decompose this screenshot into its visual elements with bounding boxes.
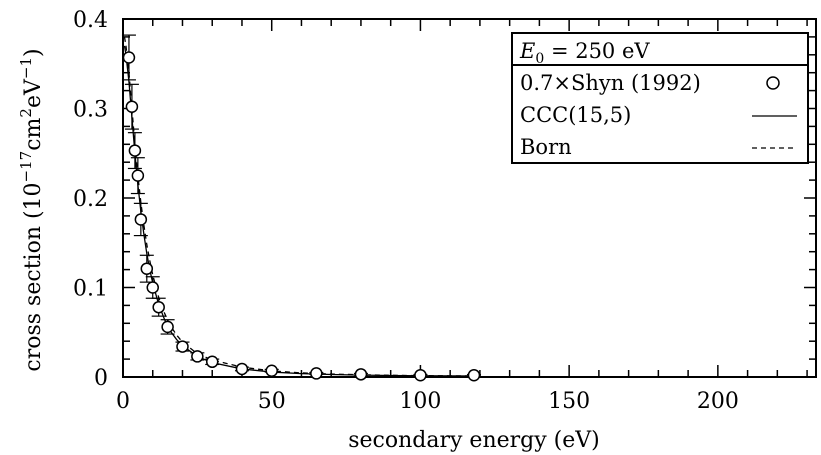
data-point xyxy=(175,340,190,353)
data-point xyxy=(133,202,148,237)
y-axis-label-exp1: −17 xyxy=(17,151,35,183)
data-marker xyxy=(125,100,139,113)
data-marker xyxy=(161,320,174,334)
data-point xyxy=(130,157,145,195)
series-points xyxy=(121,34,481,382)
y-tick-label: 0.1 xyxy=(73,277,108,302)
x-tick-labels: 0 50 100 150 200 xyxy=(116,389,739,414)
x-axis-label: secondary energy (eV) xyxy=(348,428,600,453)
data-marker xyxy=(467,368,481,382)
data-point xyxy=(309,367,324,380)
y-axis-label-part1: cross section (10 xyxy=(21,182,46,371)
y-axis-label-exp3: −1 xyxy=(17,57,35,79)
data-marker xyxy=(122,51,136,64)
series-line-born xyxy=(123,36,474,377)
x-tick-label: 150 xyxy=(548,389,590,414)
y-tick-labels: 0 0.1 0.2 0.3 0.4 xyxy=(73,8,108,391)
data-marker xyxy=(176,340,189,353)
legend-entry-ccc: CCC(15,5) xyxy=(520,103,631,127)
x-tick-label: 0 xyxy=(116,389,130,414)
axis-ticks xyxy=(122,18,816,378)
legend-header-rest: = 250 eV xyxy=(544,39,650,63)
y-tick-label: 0.2 xyxy=(73,187,108,212)
data-marker xyxy=(235,362,249,376)
y-tick-label: 0.4 xyxy=(73,8,108,33)
data-marker xyxy=(131,169,145,182)
y-tick-label: 0.3 xyxy=(73,98,108,123)
y-axis-label: cross section (10−17cm2eV−1) xyxy=(17,48,46,371)
data-point xyxy=(160,319,175,335)
legend-header-var: E xyxy=(519,39,535,63)
data-point xyxy=(127,132,142,170)
y-axis-label-part4: ) xyxy=(21,48,46,57)
x-tick-label: 200 xyxy=(697,389,739,414)
data-point xyxy=(353,368,368,381)
legend-header: E0 = 250 eV xyxy=(519,39,650,67)
legend-entry-born: Born xyxy=(520,135,572,159)
data-point xyxy=(264,364,279,377)
legend-marker-shyn xyxy=(766,76,780,90)
data-marker xyxy=(134,213,148,226)
data-marker xyxy=(265,364,278,377)
data-point xyxy=(124,83,139,130)
data-point xyxy=(413,368,428,382)
data-marker xyxy=(152,300,165,314)
data-point xyxy=(151,297,166,317)
data-marker xyxy=(128,144,142,157)
x-tick-label: 100 xyxy=(399,389,441,414)
data-point xyxy=(145,276,160,299)
y-tick-label: 0 xyxy=(94,366,108,391)
y-axis-label-part2: cm xyxy=(21,117,46,150)
data-point xyxy=(190,350,205,363)
data-point xyxy=(205,355,220,369)
data-marker xyxy=(191,350,204,363)
data-marker xyxy=(310,367,323,380)
series-line-ccc-15-5- xyxy=(123,45,474,377)
data-marker xyxy=(414,368,427,382)
legend-box xyxy=(511,64,809,164)
y-axis-label-exp2: 2 xyxy=(17,108,35,118)
series-lines xyxy=(123,36,474,377)
data-point xyxy=(121,34,136,81)
data-marker xyxy=(140,262,154,275)
legend-header-sub: 0 xyxy=(535,51,544,67)
legend-entry-shyn: 0.7×Shyn (1992) xyxy=(520,71,701,95)
data-marker xyxy=(146,281,159,294)
x-tick-label: 50 xyxy=(258,389,286,414)
data-marker xyxy=(205,355,219,369)
data-point xyxy=(466,368,481,382)
data-point xyxy=(234,362,249,376)
y-axis-label-part3: eV xyxy=(21,78,46,108)
data-marker xyxy=(354,368,368,381)
legend: E0 = 250 eV 0.7×Shyn (1992) CCC(15,5) Bo… xyxy=(511,32,809,164)
